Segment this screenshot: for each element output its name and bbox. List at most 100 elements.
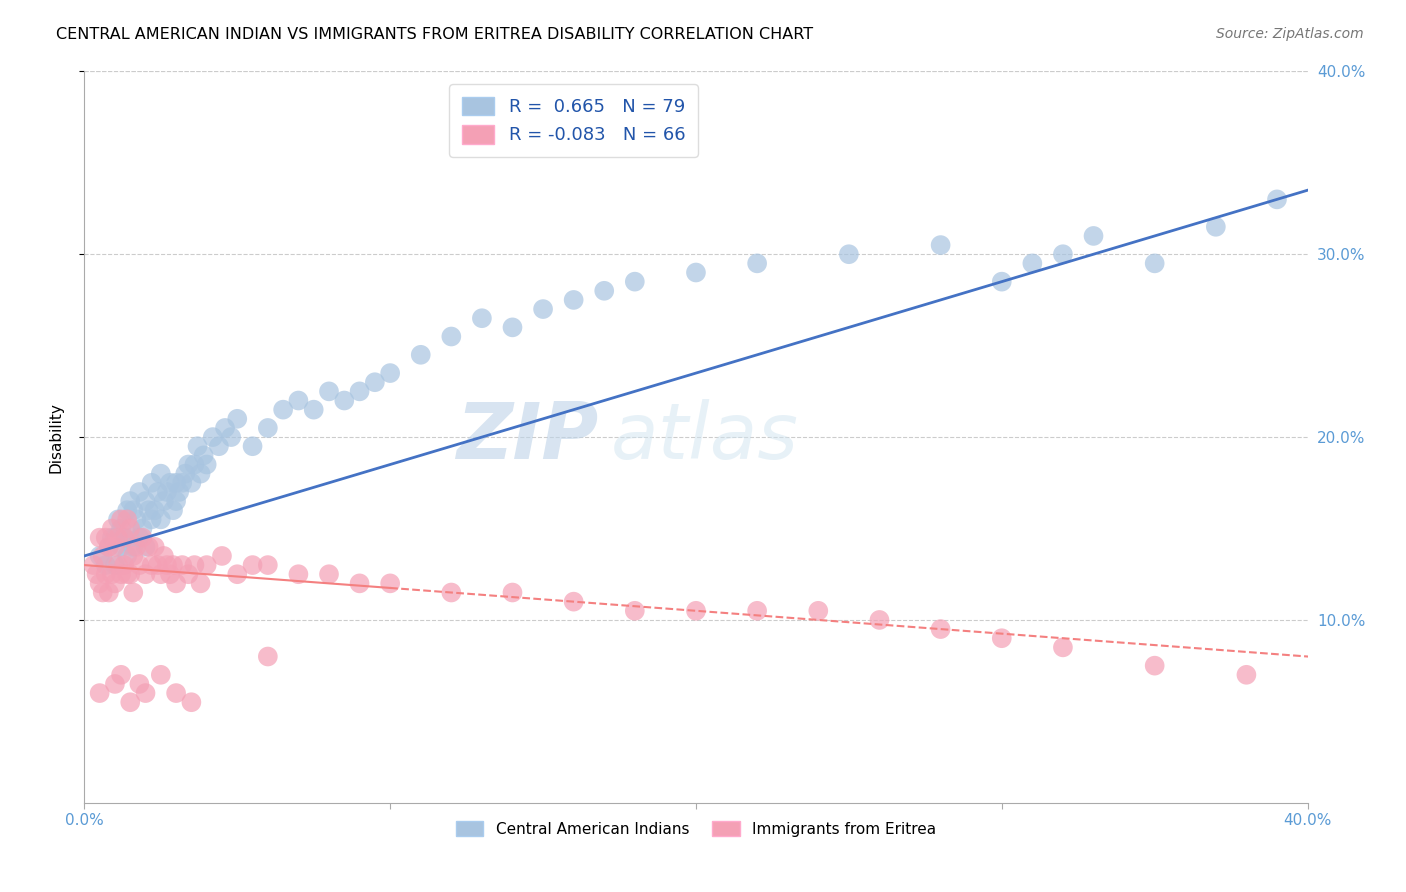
Point <box>97 585 120 599</box>
Point <box>318 384 340 399</box>
Point <box>146 485 169 500</box>
Point <box>122 585 145 599</box>
Point <box>149 467 172 481</box>
Point <box>112 531 135 545</box>
Point <box>165 686 187 700</box>
Point <box>149 512 172 526</box>
Point <box>141 512 163 526</box>
Point <box>97 540 120 554</box>
Point <box>115 503 138 517</box>
Point <box>94 531 117 545</box>
Point <box>380 366 402 380</box>
Point <box>318 567 340 582</box>
Point <box>193 448 215 462</box>
Point <box>201 430 224 444</box>
Point <box>195 558 218 573</box>
Point <box>502 320 524 334</box>
Point <box>122 503 145 517</box>
Point <box>172 475 194 490</box>
Point <box>471 311 494 326</box>
Point <box>1236 667 1258 681</box>
Point <box>156 558 179 573</box>
Point <box>242 439 264 453</box>
Point <box>180 695 202 709</box>
Point <box>807 604 830 618</box>
Point <box>165 494 187 508</box>
Point <box>208 439 231 453</box>
Point <box>135 567 157 582</box>
Point <box>333 393 356 408</box>
Point <box>1143 256 1166 270</box>
Point <box>195 458 218 472</box>
Point <box>153 549 176 563</box>
Point <box>149 567 172 582</box>
Point <box>167 485 190 500</box>
Point <box>135 540 157 554</box>
Point <box>502 585 524 599</box>
Point <box>122 540 145 554</box>
Point <box>159 567 181 582</box>
Point <box>257 558 280 573</box>
Point <box>409 348 432 362</box>
Point <box>131 531 153 545</box>
Point <box>107 531 129 545</box>
Point <box>593 284 616 298</box>
Point <box>226 412 249 426</box>
Point <box>115 512 138 526</box>
Point <box>1052 247 1074 261</box>
Point <box>135 494 157 508</box>
Point <box>624 275 647 289</box>
Point <box>110 567 132 582</box>
Point <box>271 402 294 417</box>
Legend: Central American Indians, Immigrants from Eritrea: Central American Indians, Immigrants fro… <box>450 815 942 843</box>
Point <box>128 558 150 573</box>
Point <box>101 567 124 582</box>
Point <box>838 247 860 261</box>
Point <box>101 521 124 535</box>
Point <box>128 531 150 545</box>
Point <box>174 467 197 481</box>
Point <box>115 549 138 563</box>
Point <box>89 576 111 591</box>
Point <box>128 485 150 500</box>
Point <box>131 521 153 535</box>
Point <box>165 576 187 591</box>
Point <box>120 695 142 709</box>
Point <box>929 622 952 636</box>
Point <box>94 567 117 582</box>
Point <box>219 430 242 444</box>
Point <box>929 238 952 252</box>
Point <box>141 558 163 573</box>
Point <box>562 293 585 307</box>
Point <box>349 384 371 399</box>
Point <box>83 558 105 573</box>
Point <box>380 576 402 591</box>
Point <box>110 540 132 554</box>
Point <box>177 458 200 472</box>
Point <box>107 512 129 526</box>
Point <box>190 467 212 481</box>
Point <box>94 558 117 573</box>
Point <box>562 594 585 608</box>
Point <box>91 585 114 599</box>
Point <box>1205 219 1227 234</box>
Point <box>146 558 169 573</box>
Text: atlas: atlas <box>610 399 799 475</box>
Point <box>86 567 108 582</box>
Point <box>89 531 111 545</box>
Point <box>1083 229 1105 244</box>
Point <box>869 613 891 627</box>
Point <box>747 604 769 618</box>
Point <box>120 521 142 535</box>
Point <box>156 485 179 500</box>
Y-axis label: Disability: Disability <box>49 401 63 473</box>
Point <box>101 531 124 545</box>
Point <box>112 558 135 573</box>
Point <box>89 686 111 700</box>
Point <box>440 585 463 599</box>
Point <box>107 558 129 573</box>
Point <box>991 632 1014 646</box>
Point <box>104 531 127 545</box>
Point <box>122 549 145 563</box>
Point <box>302 402 325 417</box>
